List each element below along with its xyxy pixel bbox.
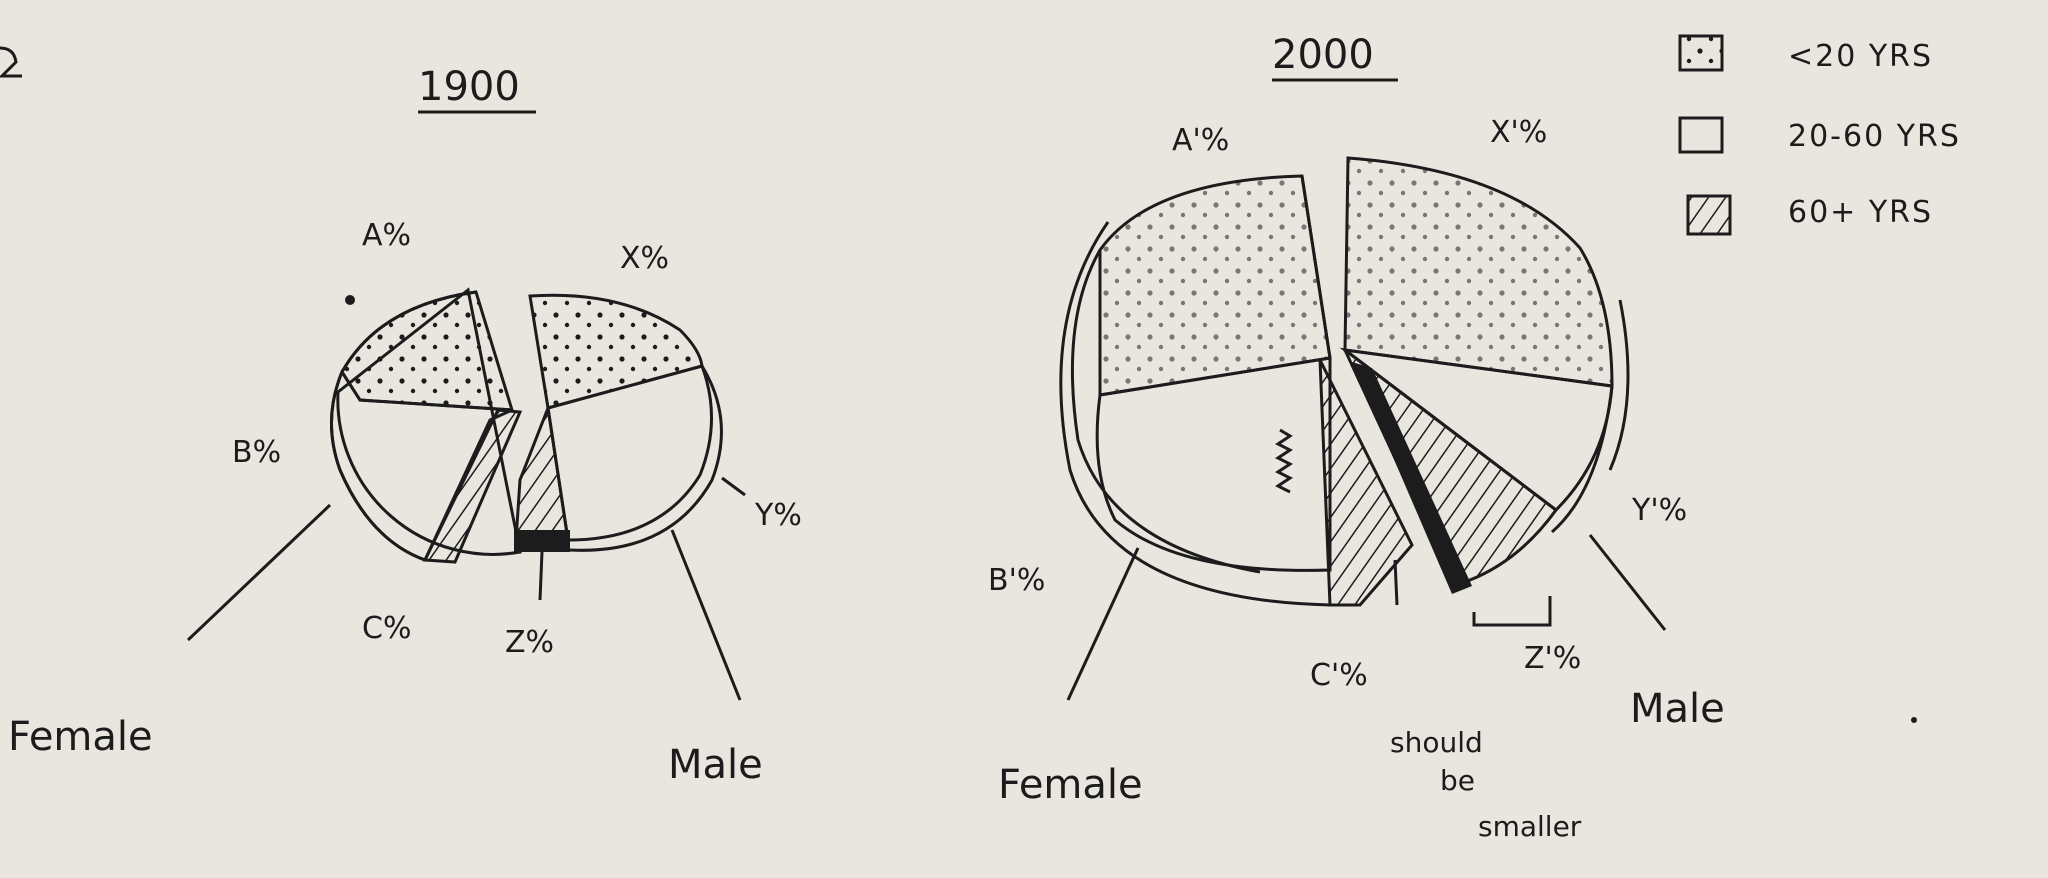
leader-1900-y xyxy=(721,476,746,497)
chart-title-2000: 2000 xyxy=(1272,32,1374,78)
label-2000-y: Y'% xyxy=(1631,493,1687,528)
annotation-smaller: smaller xyxy=(1478,810,1582,843)
label-2000-z: Z'% xyxy=(1524,641,1581,676)
label-1900-b: B% xyxy=(232,435,281,470)
leader-2000-female xyxy=(1066,547,1140,701)
stray-dot xyxy=(345,295,355,305)
annotation-be: be xyxy=(1440,764,1475,797)
pie-2000-female-scribble xyxy=(1275,428,1293,494)
label-2000-a: A'% xyxy=(1172,123,1229,158)
pie-1900-female-outline xyxy=(329,290,477,562)
label-2000-x: X'% xyxy=(1490,115,1547,150)
pie-2000-male-60plus-band xyxy=(1352,362,1472,594)
chart-1900: 1900 A% B% C% X% Y% Z% Fema xyxy=(8,64,802,788)
pie-2000-female xyxy=(1059,174,1414,607)
chart-title-1900: 1900 xyxy=(418,64,520,110)
legend-label: 60+ YRS xyxy=(1788,195,1933,230)
group-label-2000-female: Female xyxy=(998,762,1143,808)
pie-2000-female-60plus xyxy=(1318,359,1414,607)
pie-1900-male-60plus-base xyxy=(514,530,570,552)
label-1900-x: X% xyxy=(620,241,669,276)
label-2000-b: B'% xyxy=(988,563,1045,598)
pie-1900-female-under20 xyxy=(340,290,515,412)
leader-2000-c xyxy=(1393,559,1399,606)
legend-label: 20-60 YRS xyxy=(1788,119,1961,154)
pie-1900-female-60plus xyxy=(422,408,523,564)
leader-2000-male xyxy=(1588,534,1667,631)
legend-swatch-hatch xyxy=(1686,194,1732,236)
pie-1900-female-rim xyxy=(336,287,522,556)
group-label-1900-female: Female xyxy=(8,714,153,760)
pie-2000-male-under20 xyxy=(1343,156,1614,388)
leader-1900-z xyxy=(538,551,544,601)
bracket-2000-z xyxy=(1472,596,1552,627)
legend: <20 YRS 20-60 YRS 60+ YRS xyxy=(1678,34,1961,236)
label-1900-c: C% xyxy=(362,611,411,646)
pie-2000-female-outline xyxy=(1070,175,1332,574)
group-label-2000-male: Male xyxy=(1630,686,1725,732)
pie-1900-male-under20 xyxy=(528,293,704,410)
legend-item-under20: <20 YRS xyxy=(1678,34,1933,74)
pie-1900-male-20to60 xyxy=(546,364,714,542)
legend-swatch-dots xyxy=(1678,34,1724,72)
legend-label: <20 YRS xyxy=(1788,39,1933,74)
pie-1900-male-60plus xyxy=(514,402,570,542)
legend-item-20to60: 20-60 YRS xyxy=(1678,116,1961,154)
annotation-should: should xyxy=(1390,726,1483,759)
group-label-1900-male: Male xyxy=(668,742,763,788)
pie-2000-female-under20 xyxy=(1098,174,1332,397)
legend-item-60plus: 60+ YRS xyxy=(1686,194,1933,236)
label-2000-c: C'% xyxy=(1310,658,1368,693)
pie-2000-female-20to60 xyxy=(1095,356,1332,572)
pie-1900-female xyxy=(329,287,523,564)
label-1900-y: Y% xyxy=(754,498,802,533)
edge-scribble xyxy=(0,46,22,78)
stray-dot xyxy=(1911,717,1917,723)
leader-1900-female xyxy=(186,503,332,642)
legend-swatch-blank xyxy=(1678,116,1724,154)
chart-2000: 2000 A'% B'% C'% X'% Y'% Z'% xyxy=(988,32,1725,843)
label-1900-z: Z% xyxy=(505,625,554,660)
label-1900-a: A% xyxy=(362,218,411,253)
pie-1900-male xyxy=(514,293,723,552)
leader-1900-male xyxy=(670,529,742,701)
pie-2000-male-60plus xyxy=(1343,348,1559,593)
pie-2000-male xyxy=(1339,156,1630,594)
pie-1900-male-rim xyxy=(569,365,723,552)
pie-2000-male-rim xyxy=(1551,299,1630,534)
pie-2000-female-rim xyxy=(1059,221,1331,607)
